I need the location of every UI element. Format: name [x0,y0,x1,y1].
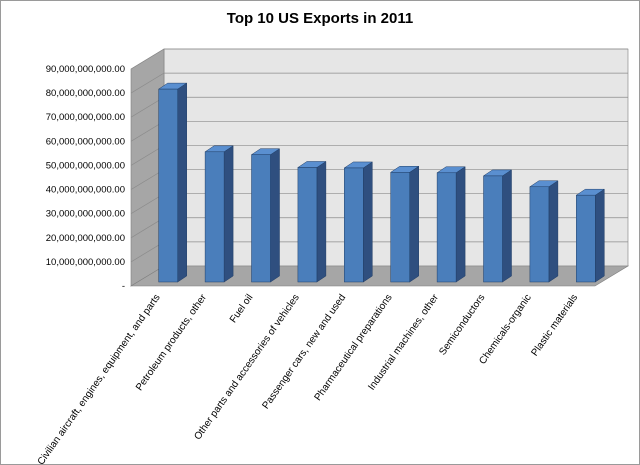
bar-side [455,166,466,283]
bar-side [223,145,234,283]
bar [436,172,457,283]
y-tick-label: 70,000,000,000.00 [46,112,125,123]
y-tick-label: 30,000,000,000.00 [46,209,125,220]
y-tick-label: 10,000,000,000.00 [46,257,125,268]
bar [158,88,178,283]
x-tick-label: Passenger cars, new and used [260,292,348,411]
x-tick-label: Other parts and accessories of vehicles [192,292,301,442]
x-tick-label: Pharmaceutical preparations [313,292,395,403]
bar-side [177,82,187,283]
bar-side [548,180,559,283]
y-tick-label: 40,000,000,000.00 [46,185,125,196]
y-tick-label: 90,000,000,000.00 [46,64,125,75]
bar [390,172,410,283]
bar [204,151,225,283]
x-tick-label: Fuel oil [228,292,256,325]
gridline [130,48,628,70]
bar-side [502,169,512,283]
y-tick-label: 80,000,000,000.00 [46,88,125,99]
bar [529,186,550,283]
y-tick-label: 60,000,000,000.00 [46,136,125,147]
x-tick-label: Plastic materials [529,292,580,358]
x-tick-label: Chemicals-organic [477,292,534,366]
bar-side [363,161,373,283]
bar-side [409,165,419,283]
y-tick-label: - [122,281,125,292]
plot-area: - 10,000,000,000.00 20,000,000,000.00 30,00… [36,48,630,464]
bar [297,167,318,283]
bar [344,167,364,283]
chart-title: Top 10 US Exports in 2011 [227,10,413,27]
y-tick-label: 50,000,000,000.00 [46,160,125,171]
bar-side [270,148,280,283]
x-tick-label: Semiconductors [437,292,487,357]
bar-side [316,161,327,283]
bar-side [595,188,605,283]
bar [483,175,503,283]
bar [576,194,596,283]
y-tick-label: 20,000,000,000.00 [46,233,125,244]
bar [251,154,271,283]
gridline [130,72,628,94]
